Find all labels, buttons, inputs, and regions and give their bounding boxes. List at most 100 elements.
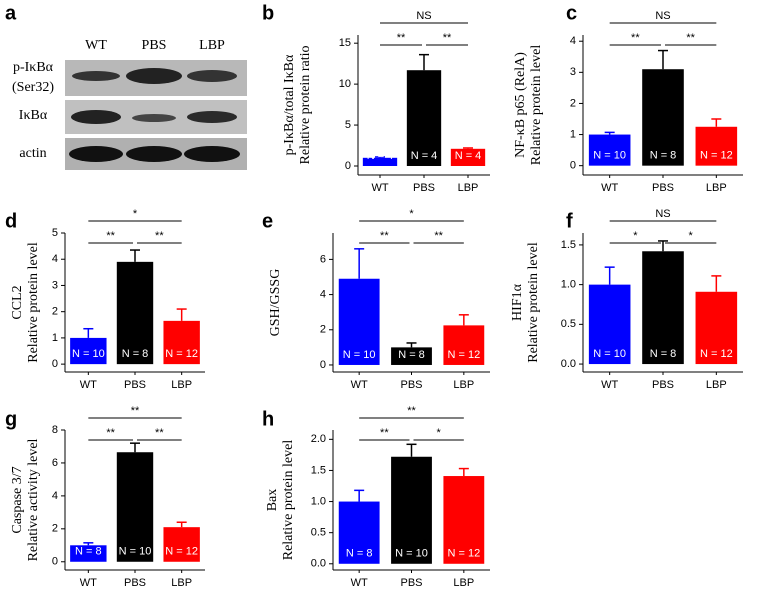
bar-label: N = 12: [447, 349, 480, 361]
bar-label: N = 10: [593, 150, 626, 162]
bar: [116, 452, 154, 562]
x-tick-label: WT: [601, 379, 618, 391]
x-tick-label: LBP: [458, 182, 479, 194]
bar-label: N = 10: [395, 548, 428, 560]
significance-label: NS: [416, 10, 431, 22]
row-label: p-IκBα: [13, 60, 54, 75]
x-tick-label: PBS: [652, 182, 674, 194]
y-axis-label: Relative protein ratio: [298, 46, 313, 165]
x-tick-label: WT: [351, 577, 368, 589]
bar-label: N = 8: [398, 349, 425, 361]
y-tick-label: 2: [570, 97, 576, 109]
significance-label: *: [437, 427, 442, 439]
y-tick-label: 3: [52, 279, 58, 291]
blot-band: [126, 146, 182, 162]
panel-letter: g: [5, 408, 17, 430]
panel-letter: h: [262, 408, 274, 430]
y-tick-label: 0: [345, 160, 351, 172]
panel-letter: f: [566, 210, 573, 232]
significance-label: NS: [655, 10, 670, 22]
bar: [362, 157, 398, 166]
significance-label: *: [633, 230, 638, 242]
blot-band: [184, 146, 240, 162]
panel-letter: b: [262, 2, 274, 24]
bar-label: N = 10: [343, 349, 376, 361]
significance-label: *: [133, 208, 138, 220]
x-tick-label: PBS: [652, 379, 674, 391]
blot-band: [69, 146, 123, 162]
bar-label: N = 8: [650, 348, 677, 360]
bar: [588, 284, 631, 365]
bar-label: N = 12: [165, 546, 198, 558]
bar-label: N = 4: [411, 150, 438, 162]
significance-label: *: [409, 208, 414, 220]
y-axis-label: Caspase 3/7: [10, 466, 25, 533]
y-tick-label: 15: [339, 37, 351, 49]
bar-label: N = 12: [447, 548, 480, 560]
bar: [70, 337, 107, 365]
y-tick-label: 0: [570, 160, 576, 172]
y-tick-label: 4: [52, 253, 58, 265]
bar: [695, 126, 738, 166]
row-label: IκBα: [19, 108, 48, 123]
panel-letter: d: [5, 210, 17, 232]
significance-label: **: [380, 230, 389, 242]
y-axis-label: Relative protein level: [26, 242, 41, 363]
y-tick-label: 6: [52, 457, 58, 469]
bar: [391, 456, 432, 564]
x-tick-label: PBS: [413, 182, 435, 194]
y-axis-label: CCL2: [10, 285, 25, 319]
bar: [443, 325, 485, 365]
y-axis-label: NF-κB p65 (RelA): [513, 52, 528, 158]
bar: [443, 476, 485, 564]
significance-label: **: [631, 32, 640, 44]
y-tick-label: 0: [52, 358, 58, 370]
bar: [163, 527, 200, 562]
x-tick-label: LBP: [171, 379, 192, 391]
y-tick-label: 2: [52, 523, 58, 535]
blot-band: [71, 110, 121, 124]
x-tick-label: PBS: [400, 379, 422, 391]
bar: [391, 347, 432, 365]
y-tick-label: 0.5: [561, 318, 576, 330]
y-tick-label: 1.5: [311, 464, 326, 476]
y-tick-label: 6: [320, 253, 326, 265]
significance-label: **: [686, 32, 695, 44]
bar: [406, 70, 442, 166]
significance-label: **: [407, 405, 416, 417]
bar-label: N = 10: [72, 348, 105, 360]
y-tick-label: 4: [570, 35, 576, 47]
bar-label: N = 8: [75, 546, 102, 558]
x-tick-label: LBP: [453, 577, 474, 589]
y-tick-label: 10: [339, 78, 351, 90]
x-tick-label: WT: [80, 577, 97, 589]
x-tick-label: LBP: [706, 379, 727, 391]
lane-label: WT: [85, 38, 107, 53]
blot-band: [187, 70, 237, 82]
x-tick-label: LBP: [453, 379, 474, 391]
y-tick-label: 4: [52, 490, 58, 502]
significance-label: **: [380, 427, 389, 439]
bar: [116, 261, 154, 365]
y-tick-label: 2.0: [311, 433, 326, 445]
bar-label: N = 12: [700, 348, 733, 360]
bar: [338, 278, 380, 365]
y-axis-label: p-IκBα/total IκBα: [282, 54, 297, 155]
bar: [642, 251, 684, 365]
bar-label: N = 8: [346, 548, 373, 560]
x-tick-label: WT: [80, 379, 97, 391]
y-tick-label: 0: [52, 556, 58, 568]
bar-label: N = 4: [455, 150, 482, 162]
panel-letter: c: [566, 2, 577, 24]
x-tick-label: LBP: [171, 577, 192, 589]
x-tick-label: PBS: [124, 577, 146, 589]
x-tick-label: WT: [371, 182, 388, 194]
bar: [588, 134, 631, 166]
bar-label: N = 10: [593, 348, 626, 360]
lane-label: LBP: [199, 38, 225, 53]
blot-band: [132, 114, 176, 122]
lane-label: PBS: [142, 38, 167, 53]
row-label: actin: [19, 146, 46, 161]
y-tick-label: 0.0: [561, 358, 576, 370]
